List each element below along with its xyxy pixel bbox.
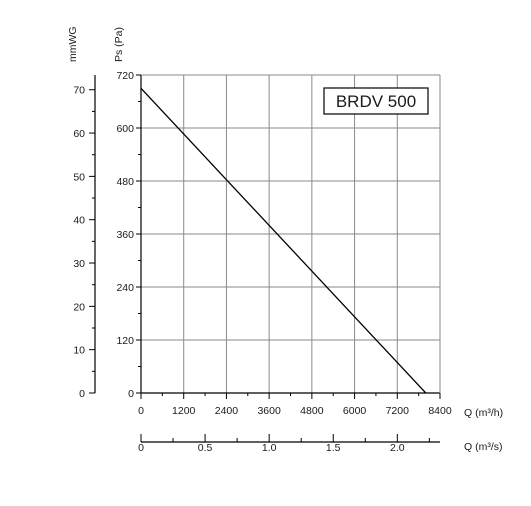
m3s-tick-label: 1.5 <box>326 442 341 454</box>
mmwg-tick-label: 60 <box>73 128 85 140</box>
m3s-tick-label: 0 <box>138 442 144 454</box>
y-tick-label: 0 <box>128 388 134 400</box>
m3s-tick-label: 0.5 <box>198 442 213 454</box>
y-tick-label: 360 <box>116 229 134 241</box>
grid <box>141 75 440 393</box>
mmwg-tick-label: 30 <box>73 258 85 270</box>
performance-curve <box>140 87 427 394</box>
y-tick-label: 720 <box>116 70 134 82</box>
m3s-tick-label: 1.0 <box>262 442 277 454</box>
x-axis-title-m3h: Q (m³/h) <box>464 407 503 419</box>
y-tick-label: 240 <box>116 282 134 294</box>
mmwg-tick-label: 20 <box>73 301 85 313</box>
x-tick-label: 2400 <box>215 405 239 417</box>
y-axis-title-mmwg: mmWG <box>67 26 79 62</box>
axes <box>89 74 441 443</box>
chart-title: BRDV 500 <box>336 92 416 111</box>
x-tick-label: 3600 <box>257 405 281 417</box>
mmwg-tick-label: 50 <box>73 171 85 183</box>
x-tick-label: 8400 <box>428 405 452 417</box>
x-tick-label: 4800 <box>300 405 324 417</box>
x-axis-title-m3s: Q (m³/s) <box>464 441 503 453</box>
x-tick-label: 0 <box>138 405 144 417</box>
x-tick-label: 1200 <box>172 405 196 417</box>
x-tick-label: 7200 <box>386 405 410 417</box>
mmwg-tick-label: 0 <box>79 388 85 400</box>
y-tick-label: 480 <box>116 176 134 188</box>
y-tick-label: 120 <box>116 335 134 347</box>
x-tick-label: 6000 <box>343 405 367 417</box>
mmwg-tick-label: 70 <box>73 85 85 97</box>
model-label-box: BRDV 500 <box>323 87 429 115</box>
tick-labels: 0 1200 2400 3600 4800 6000 7200 840001202403604… <box>73 70 452 454</box>
m3s-tick-label: 2.0 <box>390 442 405 454</box>
y-tick-label: 600 <box>116 123 134 135</box>
curve-layer <box>140 87 427 394</box>
y-axis-title-ps: Ps (Pa) <box>113 27 125 62</box>
mmwg-tick-label: 40 <box>73 215 85 227</box>
mmwg-tick-label: 10 <box>73 345 85 357</box>
